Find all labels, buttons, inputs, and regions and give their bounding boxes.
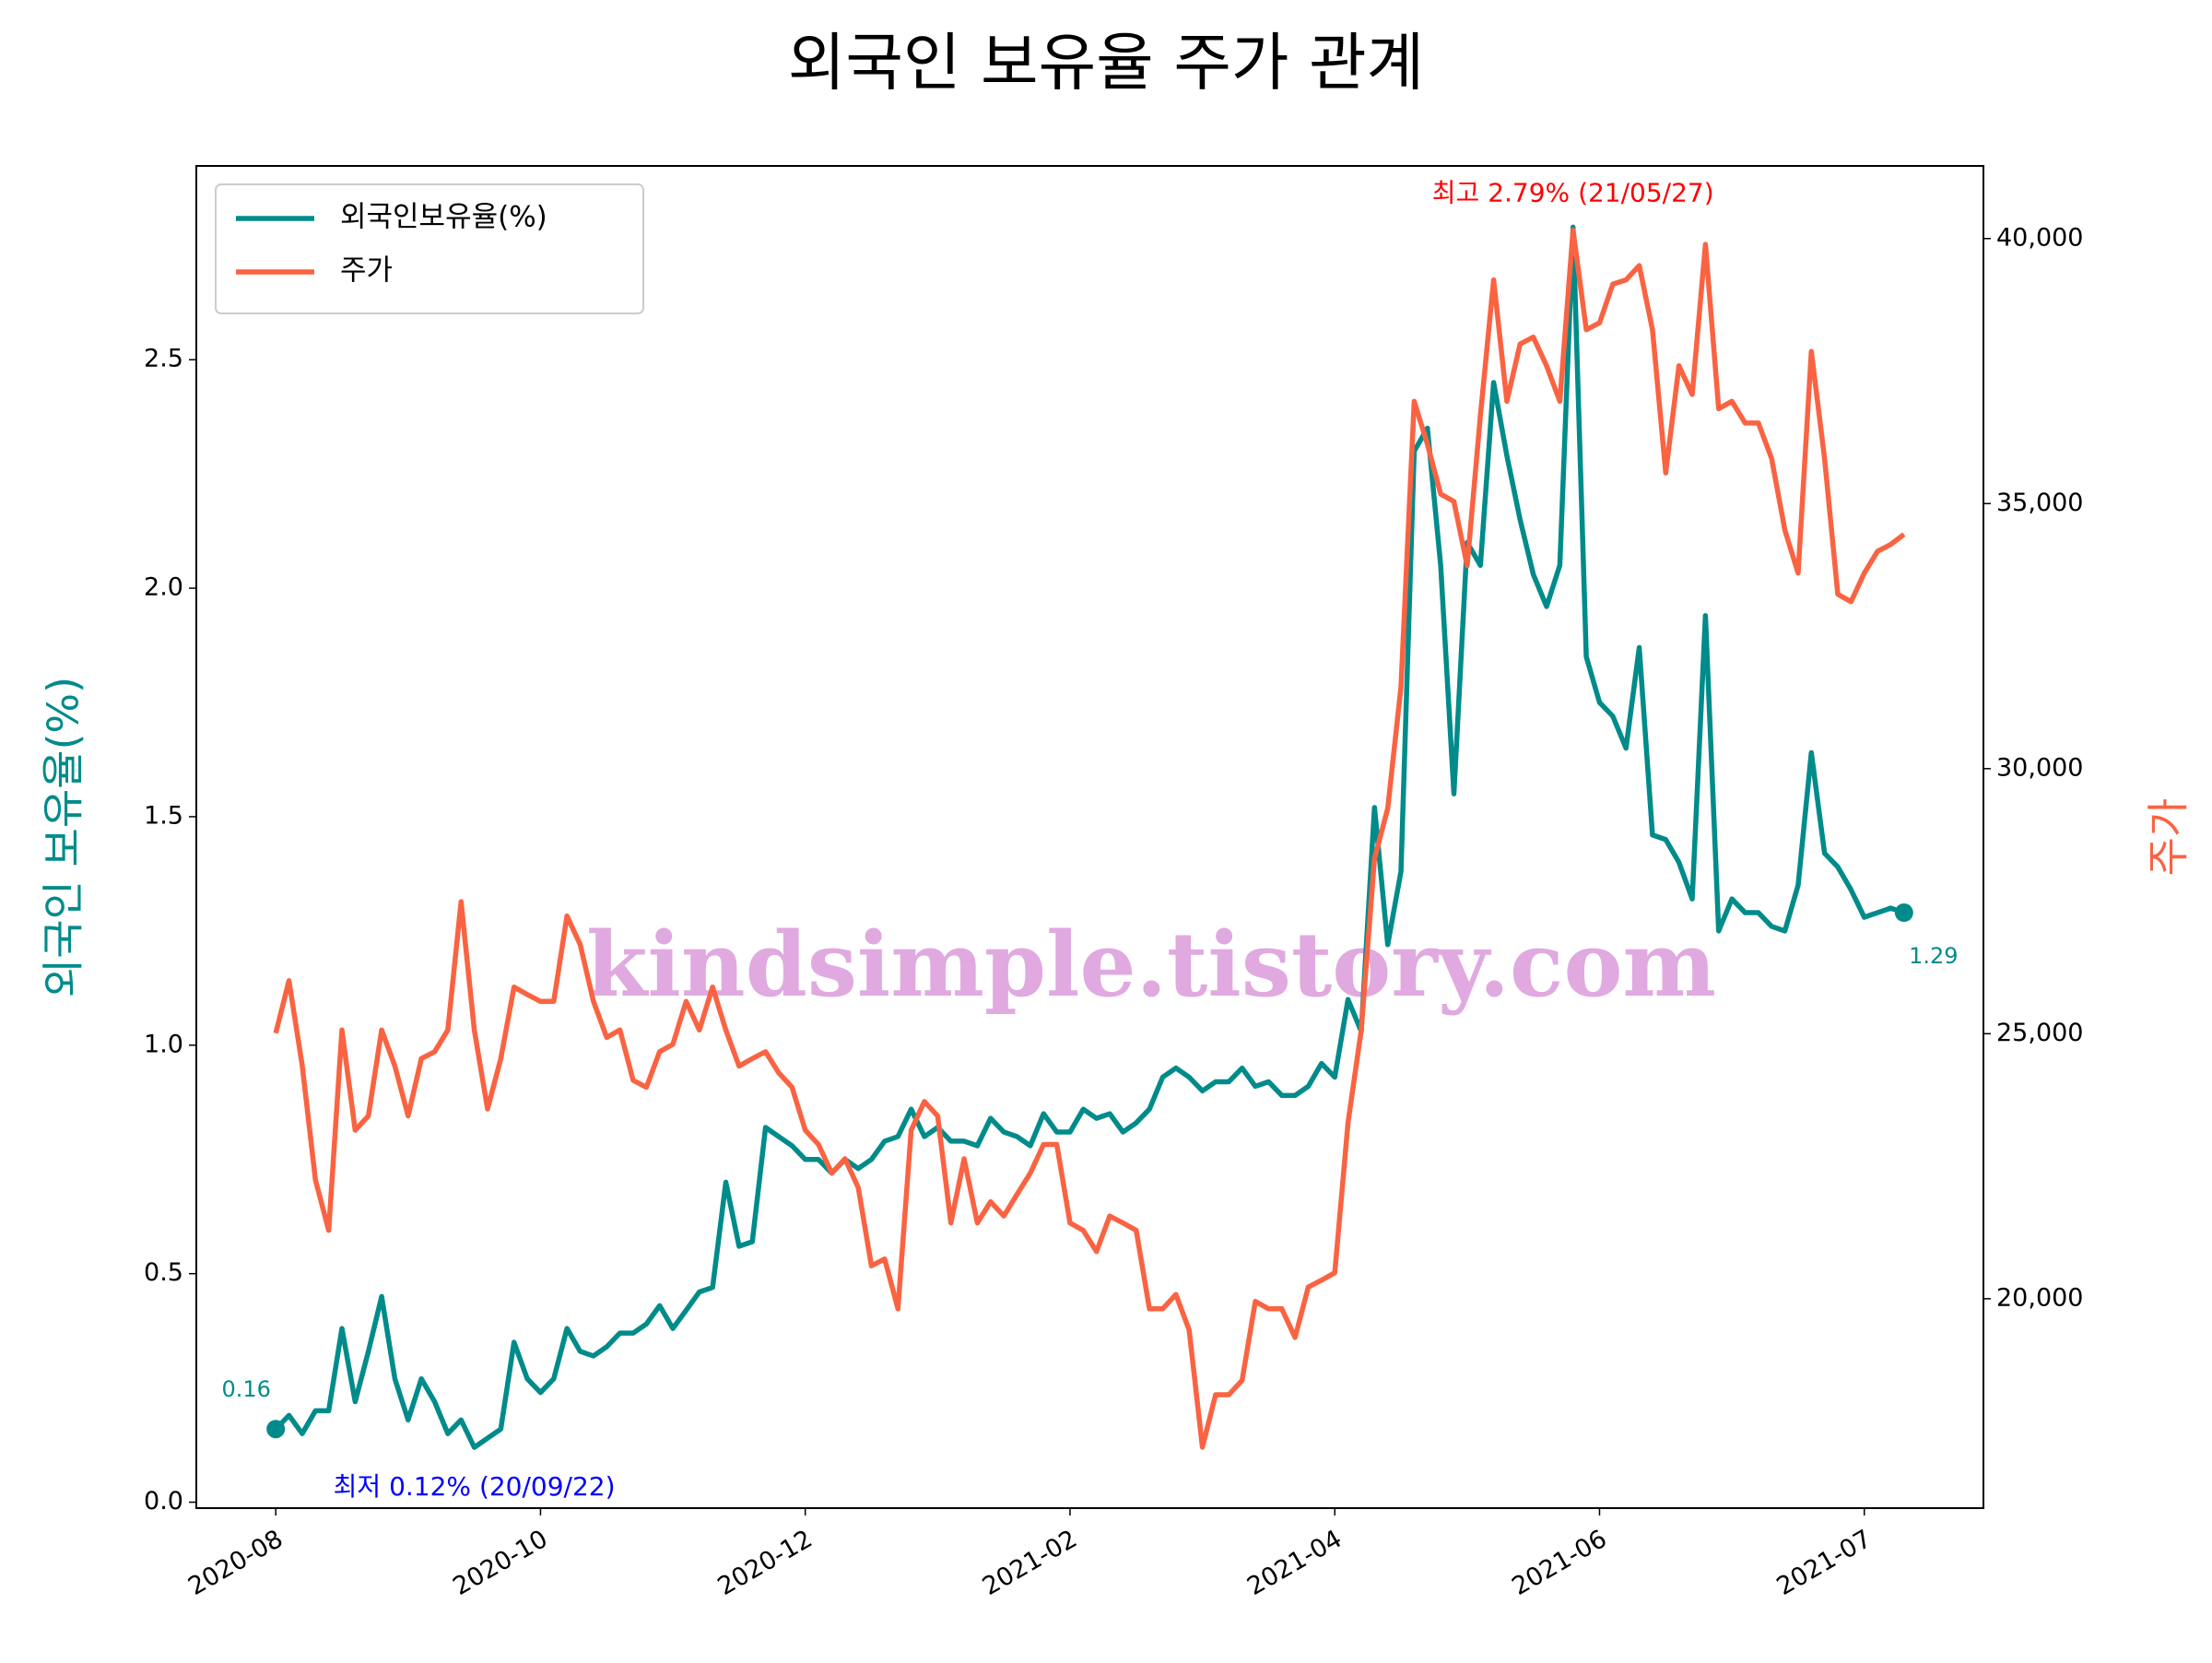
- x-tick-label: 2021-04: [1242, 1525, 1347, 1601]
- chart-title: 외국인 보유율 주가 관계: [788, 28, 1424, 100]
- series-line: [273, 227, 1906, 1450]
- x-tick-label: 2021-07: [1772, 1525, 1877, 1601]
- annotation: 최고 2.79% (21/05/27): [1432, 177, 1714, 207]
- y-tick-label: 0.5: [144, 1258, 183, 1287]
- y2-axis-label: 주가: [2144, 798, 2194, 877]
- legend-box: [215, 183, 644, 314]
- y2-tick-label: 25,000: [1996, 1019, 2083, 1047]
- y-tick-label: 2.5: [144, 345, 183, 373]
- endpoint-dot: [266, 1420, 286, 1439]
- legend-label: 외국인보유율(%): [340, 201, 547, 234]
- plot-frame: [195, 165, 1984, 1509]
- watermark: kindsimple.tistory.com: [586, 913, 1716, 1017]
- y-tick-label: 1.5: [144, 801, 183, 830]
- y2-tick-label: 40,000: [1996, 223, 2083, 252]
- series-line: [274, 224, 1905, 1450]
- x-tick-label: 2021-06: [1507, 1525, 1611, 1601]
- x-tick-label: 2021-02: [978, 1525, 1082, 1601]
- y-tick-label: 2.0: [144, 573, 183, 602]
- endpoint-dot: [1894, 903, 1913, 923]
- legend-label: 주가: [340, 254, 393, 288]
- y2-tick-label: 20,000: [1996, 1283, 2083, 1312]
- endpoint-label: 0.16: [221, 1376, 270, 1402]
- y-tick-label: 0.0: [144, 1487, 183, 1516]
- annotation: 최저 0.12% (20/09/22): [334, 1471, 616, 1502]
- y-axis-label: 외국인 보유율(%): [39, 677, 88, 997]
- endpoint-label: 1.29: [1909, 943, 1958, 969]
- y2-tick-label: 35,000: [1996, 489, 2083, 517]
- y2-tick-label: 30,000: [1996, 753, 2083, 782]
- x-tick-label: 2020-10: [448, 1525, 552, 1601]
- x-tick-label: 2020-12: [713, 1525, 818, 1601]
- y-tick-label: 1.0: [144, 1030, 183, 1058]
- x-tick-label: 2020-08: [183, 1525, 288, 1601]
